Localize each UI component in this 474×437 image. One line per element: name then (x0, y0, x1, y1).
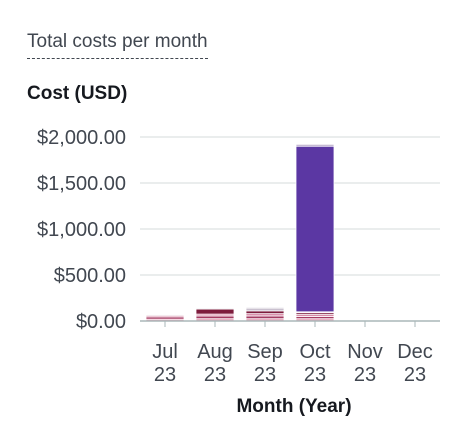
x-tick-label-year: 23 (204, 364, 226, 386)
bar-segment[interactable] (196, 309, 234, 314)
x-tick-label-month: Aug (197, 341, 233, 363)
y-tick-label: $500.00 (54, 265, 126, 287)
y-tick-label: $0.00 (76, 311, 126, 333)
x-tick-label-month: Jul (152, 341, 178, 363)
y-tick-label: $2,000.00 (37, 127, 126, 149)
x-tick-label-month: Sep (247, 341, 283, 363)
x-tick-label-year: 23 (354, 364, 376, 386)
x-tick-label-year: 23 (304, 364, 326, 386)
x-tick-label-year: 23 (154, 364, 176, 386)
bar-segment[interactable] (246, 316, 284, 319)
bar-segment[interactable] (196, 316, 234, 319)
x-tick-label-year: 23 (254, 364, 276, 386)
x-tick-label-month: Dec (397, 341, 433, 363)
bar-segment[interactable] (296, 146, 334, 312)
bar-segment[interactable] (246, 307, 284, 308)
y-axis-title: Cost (USD) (27, 83, 127, 104)
y-tick-label: $1,000.00 (37, 219, 126, 241)
y-tick-label: $1,500.00 (37, 173, 126, 195)
gridlines (140, 137, 440, 275)
x-tick-label-month: Oct (299, 341, 331, 363)
x-tick-label-month: Nov (347, 341, 383, 363)
bars[interactable] (146, 144, 334, 321)
bar-segment[interactable] (246, 308, 284, 311)
y-axis-ticks: $0.00 $500.00 $1,000.00 $1,500.00 $2,000.00 (37, 127, 126, 333)
bar-segment[interactable] (246, 311, 284, 314)
x-tick-label-year: 23 (404, 364, 426, 386)
x-axis-title: Month (Year) (236, 396, 351, 417)
bar-segment[interactable] (296, 144, 334, 146)
